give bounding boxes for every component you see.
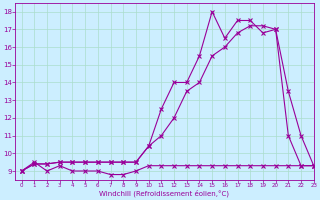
X-axis label: Windchill (Refroidissement éolien,°C): Windchill (Refroidissement éolien,°C) [100, 190, 229, 197]
